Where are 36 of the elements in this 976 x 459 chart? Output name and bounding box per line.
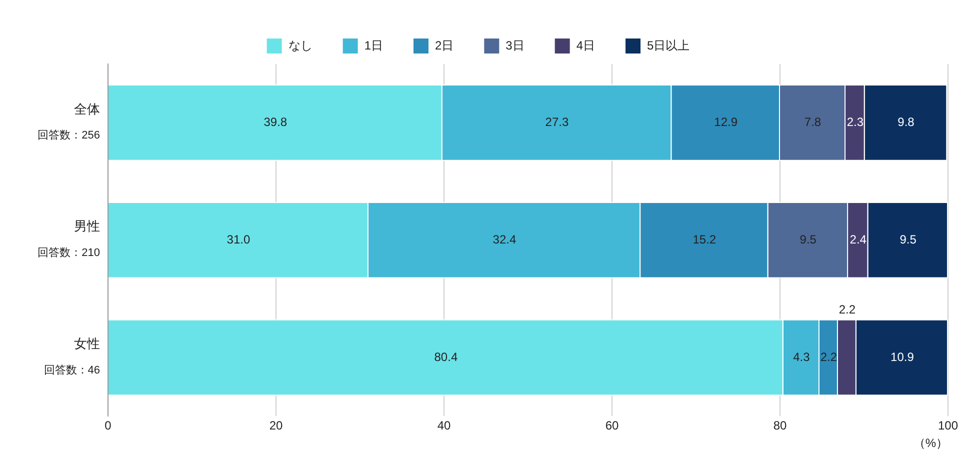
y-tick-label: 男性: [74, 218, 100, 234]
data-label: 12.9: [714, 115, 738, 130]
x-tick-label: 20: [269, 418, 283, 433]
legend-label: 1日: [364, 38, 384, 52]
x-axis-title: （%）: [913, 436, 948, 450]
y-tick-label: 女性: [74, 336, 100, 352]
data-label: 7.8: [804, 115, 822, 130]
legend-label: 4日: [576, 38, 596, 52]
data-label: 2.2: [838, 302, 856, 317]
data-label: 4.3: [793, 350, 810, 364]
data-label: 32.4: [492, 232, 516, 246]
data-label: 2.3: [846, 115, 864, 130]
legend-label: 5日以上: [647, 38, 690, 52]
legend-label: なし: [288, 38, 312, 52]
x-tick-label: 100: [938, 418, 958, 433]
x-tick-label: 60: [605, 418, 619, 433]
data-label: 9.5: [900, 232, 917, 246]
data-label: 15.2: [692, 232, 716, 246]
data-label: 2.2: [820, 350, 838, 364]
data-label: 2.4: [850, 232, 867, 246]
x-tick-label: 80: [773, 418, 787, 433]
text: 回答数：46: [44, 364, 100, 377]
data-label: 9.8: [898, 115, 915, 130]
data-label: 27.3: [545, 115, 569, 130]
text: 回答数：210: [38, 247, 100, 260]
data-label: 31.0: [226, 232, 250, 246]
legend-label: 3日: [506, 38, 524, 52]
x-tick-label: 40: [437, 418, 451, 433]
data-label: 80.4: [434, 350, 458, 364]
data-label: 39.8: [264, 115, 288, 130]
data-label: 9.5: [800, 232, 817, 246]
legend-label: 2日: [434, 38, 454, 52]
text: 回答数：256: [38, 130, 100, 142]
x-tick-label: 0: [104, 418, 112, 433]
y-tick-label: 全体: [74, 101, 100, 116]
data-label: 10.9: [890, 350, 914, 364]
